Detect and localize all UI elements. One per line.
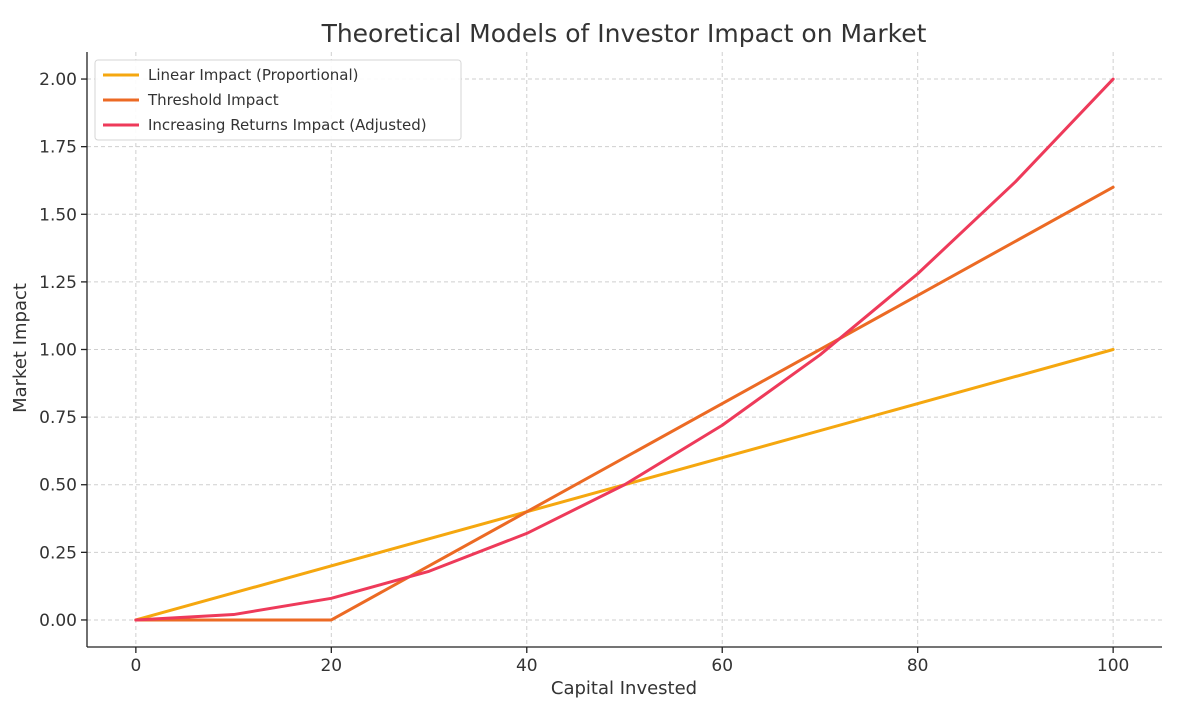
x-tick-label: 60	[711, 656, 733, 676]
series-layer	[134, 77, 1115, 622]
y-tick-label: 0.00	[39, 611, 77, 631]
x-tick-label: 20	[320, 656, 342, 676]
x-tick-label: 80	[907, 656, 929, 676]
y-tick-label: 2.00	[39, 70, 77, 90]
y-tick-label: 0.50	[39, 476, 77, 496]
series-line-3	[134, 77, 1115, 622]
series-line-2	[134, 185, 1115, 622]
legend-box	[94, 59, 462, 141]
y-axis-label: Market Impact	[10, 283, 31, 413]
y-tick-label: 1.00	[39, 341, 77, 361]
chart-title: Theoretical Models of Investor Impact on…	[321, 19, 927, 48]
legend-label-3: Increasing Returns Impact (Adjusted)	[148, 116, 427, 134]
y-tick-label: 0.25	[39, 543, 77, 563]
legend: Linear Impact (Proportional) Threshold Im…	[94, 59, 462, 141]
x-axis-label: Capital Invested	[551, 678, 697, 699]
x-tick-label: 100	[1097, 656, 1129, 676]
legend-label-2: Threshold Impact	[147, 91, 279, 109]
grid	[87, 52, 1162, 647]
y-tick-label: 1.75	[39, 138, 77, 158]
x-tick-label: 40	[516, 656, 538, 676]
axes: 0 20 40 60 80 100 0.00 0.25 0.50 0.75 1.00 1.25 1.50…	[39, 52, 1162, 676]
legend-label-1: Linear Impact (Proportional)	[148, 66, 359, 84]
y-tick-label: 1.50	[39, 205, 77, 225]
y-tick-label: 0.75	[39, 408, 77, 428]
y-tick-label: 1.25	[39, 273, 77, 293]
x-tick-label: 0	[130, 656, 141, 676]
